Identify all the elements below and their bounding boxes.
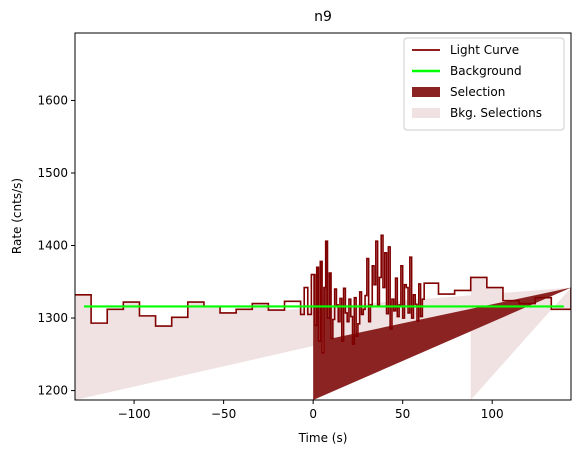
x-tick-label: 50 [395, 407, 410, 421]
x-axis-label: Time (s) [298, 431, 348, 445]
source-selection-region [313, 241, 571, 400]
y-axis-label: Rate (cnts/s) [10, 178, 24, 254]
legend-box [403, 37, 565, 131]
plot-area [75, 234, 571, 400]
y-tick-label: 1600 [37, 93, 68, 107]
legend-label: Bkg. Selections [450, 106, 542, 120]
y-tick-label: 1500 [37, 166, 68, 180]
legend-swatch-patch [412, 108, 440, 118]
x-tick-label: 100 [481, 407, 504, 421]
legend-label: Selection [450, 85, 505, 99]
x-tick-label: 0 [309, 407, 317, 421]
axes: −100 −50 0 50 100 1200 1300 1400 1500 1600 [37, 32, 572, 421]
x-tick-label: −50 [211, 407, 236, 421]
legend-swatch-patch [412, 87, 440, 97]
chart-title: n9 [314, 9, 332, 25]
y-tick-label: 1400 [37, 239, 68, 253]
plot-frame [74, 32, 572, 401]
plot-content [75, 234, 571, 400]
legend-label: Background [450, 64, 522, 78]
x-tick-label: −100 [118, 407, 151, 421]
light-curve-line [75, 234, 571, 354]
y-tick-label: 1300 [37, 311, 68, 325]
y-tick-label: 1200 [37, 384, 68, 398]
legend: Light Curve Background Selection Bkg. Selec… [403, 37, 565, 131]
legend-label: Light Curve [450, 43, 519, 57]
